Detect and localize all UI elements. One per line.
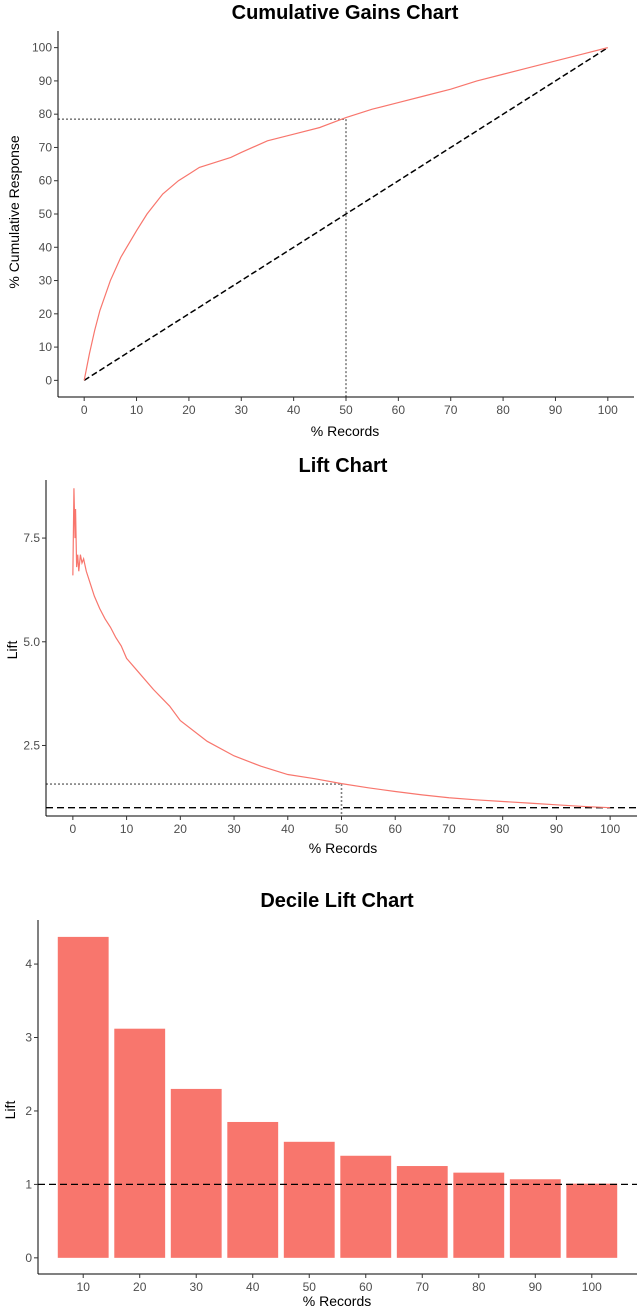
x-tick-label: 30 (227, 822, 241, 836)
y-tick-label: 10 (39, 340, 53, 354)
y-tick-label: 60 (39, 174, 53, 188)
x-tick-label: 100 (582, 1280, 602, 1294)
y-axis-label: % Cumulative Response (6, 135, 22, 289)
x-tick-label: 10 (120, 822, 134, 836)
x-tick-label: 80 (472, 1280, 486, 1294)
x-tick-label: 20 (133, 1280, 147, 1294)
y-tick-label: 90 (39, 74, 53, 88)
x-tick-label: 60 (389, 822, 403, 836)
x-tick-label: 90 (529, 1280, 543, 1294)
y-tick-label: 80 (39, 107, 53, 121)
decile-lift-chart: Decile Lift Chart % Records Lift 10 20 30 4… (2, 890, 637, 1308)
y-tick-label: 20 (39, 307, 53, 321)
y-tick-label: 2 (25, 1104, 32, 1118)
y-tick-label: 30 (39, 274, 53, 288)
y-tick-label: 2.5 (23, 738, 40, 752)
y-tick-label: 100 (32, 41, 52, 55)
y-tick-label: 50 (39, 207, 53, 221)
x-tick-label: 40 (281, 822, 295, 836)
chart-title: Lift Chart (299, 455, 388, 477)
x-tick-label: 90 (550, 822, 564, 836)
y-tick-label: 4 (25, 957, 32, 971)
cumulative-gains-chart: Cumulative Gains Chart % Records % Cumul… (6, 2, 634, 439)
x-tick-label: 100 (598, 403, 618, 417)
x-tick-label: 40 (287, 403, 301, 417)
y-tick-label: 40 (39, 240, 53, 254)
x-tick-label: 30 (235, 403, 249, 417)
x-tick-label: 20 (182, 403, 196, 417)
baseline-series-line (83, 47, 609, 381)
bar (227, 1121, 279, 1258)
x-tick-label: 70 (416, 1280, 430, 1294)
y-axis-label: Lift (2, 1101, 18, 1120)
x-tick-label: 40 (246, 1280, 260, 1294)
y-axis-label: Lift (4, 641, 20, 660)
bar (114, 1028, 166, 1258)
y-tick-label: 0 (45, 373, 52, 387)
x-tick-label: 20 (174, 822, 188, 836)
x-tick-label: 10 (130, 403, 144, 417)
y-tick-label: 0 (25, 1251, 32, 1265)
bar (170, 1088, 222, 1258)
y-tick-label: 70 (39, 140, 53, 154)
x-tick-label: 70 (442, 822, 456, 836)
x-tick-label: 0 (81, 403, 88, 417)
x-tick-label: 50 (339, 403, 353, 417)
chart-title: Cumulative Gains Chart (232, 2, 459, 24)
x-axis-label: % Records (303, 1293, 371, 1308)
x-tick-label: 60 (392, 403, 406, 417)
x-tick-label: 10 (77, 1280, 91, 1294)
y-tick-label: 1 (25, 1177, 32, 1191)
x-tick-label: 60 (359, 1280, 373, 1294)
bar (509, 1179, 561, 1258)
x-tick-label: 30 (190, 1280, 204, 1294)
model-series-line (83, 47, 608, 381)
bar (340, 1155, 392, 1258)
y-tick-label: 7.5 (23, 531, 40, 545)
x-axis-label: % Records (311, 423, 379, 439)
lift-series-line (72, 488, 611, 809)
lift-chart: Lift Chart % Records Lift 0 10 20 30 40 50 60 7… (4, 455, 637, 856)
bar (57, 936, 109, 1258)
chart-title: Decile Lift Chart (260, 890, 414, 912)
x-tick-label: 100 (600, 822, 620, 836)
x-tick-label: 80 (496, 822, 510, 836)
x-tick-label: 70 (444, 403, 458, 417)
bar (283, 1141, 335, 1258)
bar (453, 1172, 505, 1258)
x-tick-label: 50 (335, 822, 349, 836)
x-tick-label: 80 (496, 403, 510, 417)
bar (566, 1183, 618, 1258)
x-axis-label: % Records (309, 840, 377, 856)
x-tick-label: 90 (549, 403, 563, 417)
bar (396, 1166, 448, 1258)
y-tick-label: 3 (25, 1031, 32, 1045)
y-tick-label: 5.0 (23, 635, 40, 649)
x-tick-label: 0 (70, 822, 77, 836)
x-tick-label: 50 (303, 1280, 317, 1294)
